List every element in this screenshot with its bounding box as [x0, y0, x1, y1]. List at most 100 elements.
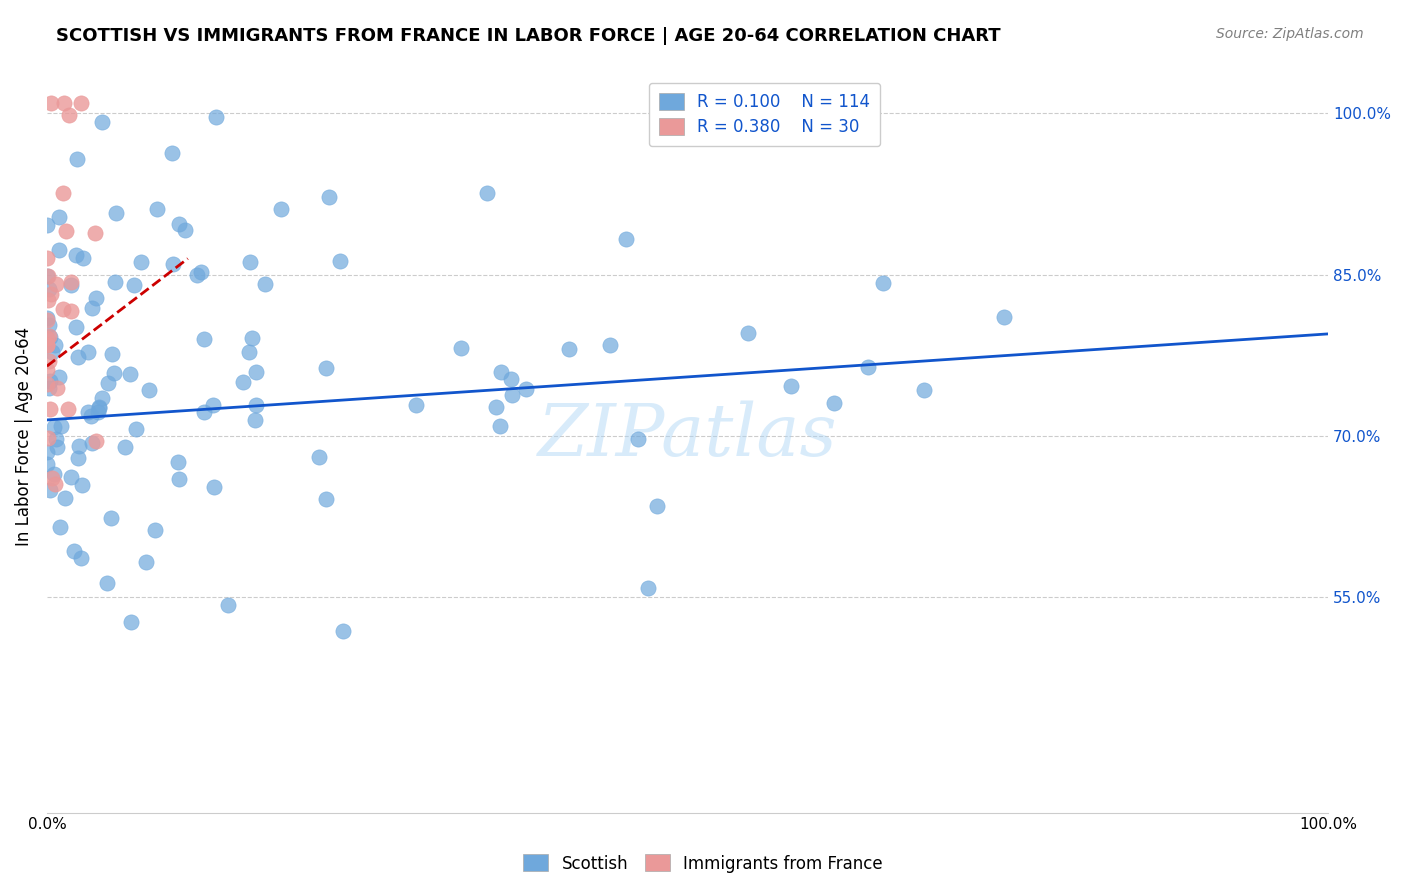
Point: [80, 435, 103, 450]
Point: [993, 310, 1015, 324]
Point: [37, 269, 59, 284]
Point: [60, 469, 83, 483]
Point: [80, 301, 103, 315]
Point: [105, 206, 128, 220]
Point: [89, 401, 111, 416]
Legend: Scottish, Immigrants from France: Scottish, Immigrants from France: [516, 847, 890, 880]
Point: [65, 248, 87, 262]
Point: [41, 95, 63, 110]
Point: [37, 269, 59, 284]
Point: [37, 363, 59, 377]
Text: SCOTTISH VS IMMIGRANTS FROM FRANCE IN LABOR FORCE | AGE 20-64 CORRELATION CHART: SCOTTISH VS IMMIGRANTS FROM FRANCE IN LA…: [56, 27, 1001, 45]
Point: [124, 277, 146, 292]
Text: Source: ZipAtlas.com: Source: ZipAtlas.com: [1216, 27, 1364, 41]
Point: [37, 377, 59, 392]
Point: [35, 331, 58, 345]
Point: [65, 319, 87, 334]
Point: [823, 396, 845, 410]
Point: [501, 388, 523, 402]
Point: [138, 384, 160, 398]
Point: [488, 418, 510, 433]
Point: [35, 313, 58, 327]
Point: [90, 391, 112, 405]
Point: [318, 190, 340, 204]
Point: [599, 338, 621, 352]
Point: [315, 360, 337, 375]
Point: [38, 381, 60, 395]
Point: [35, 338, 58, 352]
Point: [193, 332, 215, 346]
Point: [308, 450, 330, 464]
Point: [49, 520, 72, 534]
Point: [59, 275, 82, 289]
Point: [58, 401, 80, 416]
Point: [70, 478, 93, 492]
Point: [44, 337, 66, 351]
Point: [169, 217, 191, 231]
Point: [238, 345, 260, 359]
Point: [89, 400, 111, 414]
Point: [239, 254, 262, 268]
Point: [101, 347, 124, 361]
Point: [41, 470, 63, 484]
Point: [59, 303, 82, 318]
Point: [84, 291, 107, 305]
Point: [637, 581, 659, 595]
Point: [240, 331, 263, 345]
Point: [90, 115, 112, 129]
Point: [114, 440, 136, 454]
Point: [858, 359, 880, 374]
Point: [53, 491, 76, 505]
Point: [253, 277, 276, 292]
Legend: R = 0.100    N = 114, R = 0.380    N = 30: R = 0.100 N = 114, R = 0.380 N = 30: [648, 83, 880, 146]
Point: [37, 431, 59, 445]
Point: [645, 500, 668, 514]
Point: [332, 624, 354, 638]
Point: [912, 383, 935, 397]
Point: [48, 244, 70, 258]
Point: [100, 511, 122, 525]
Point: [103, 366, 125, 380]
Point: [96, 576, 118, 591]
Point: [217, 599, 239, 613]
Point: [38, 282, 60, 296]
Point: [37, 311, 59, 326]
Point: [146, 202, 169, 217]
Point: [55, 223, 77, 237]
Point: [66, 351, 89, 365]
Point: [48, 210, 70, 224]
Point: [70, 550, 93, 565]
Point: [66, 451, 89, 466]
Point: [475, 186, 498, 200]
Point: [193, 405, 215, 419]
Point: [186, 268, 208, 283]
Point: [42, 467, 65, 482]
Point: [315, 492, 337, 507]
Point: [87, 405, 110, 419]
Point: [405, 398, 427, 412]
Point: [41, 345, 63, 359]
Point: [515, 382, 537, 396]
Point: [120, 615, 142, 629]
Point: [557, 343, 579, 357]
Point: [39, 483, 62, 497]
Point: [35, 338, 58, 352]
Point: [162, 257, 184, 271]
Point: [52, 186, 75, 200]
Point: [39, 402, 62, 417]
Point: [125, 421, 148, 435]
Point: [58, 107, 80, 121]
Point: [38, 354, 60, 368]
Point: [35, 445, 58, 459]
Point: [38, 328, 60, 343]
Point: [48, 369, 70, 384]
Point: [45, 432, 67, 446]
Point: [202, 480, 225, 494]
Point: [190, 265, 212, 279]
Point: [83, 227, 105, 241]
Point: [49, 419, 72, 434]
Point: [37, 252, 59, 266]
Point: [67, 439, 90, 453]
Point: [97, 376, 120, 390]
Point: [489, 365, 512, 379]
